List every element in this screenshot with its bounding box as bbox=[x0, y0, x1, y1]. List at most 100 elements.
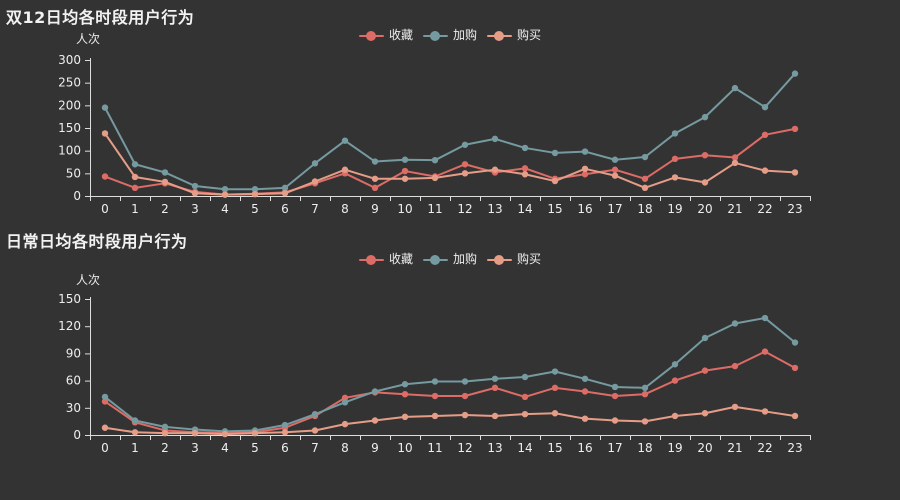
data-point[interactable] bbox=[461, 378, 469, 385]
data-point[interactable] bbox=[671, 361, 679, 368]
data-point[interactable] bbox=[401, 156, 409, 163]
data-point[interactable] bbox=[581, 148, 589, 155]
data-point[interactable] bbox=[131, 429, 139, 436]
data-point[interactable] bbox=[731, 159, 739, 167]
data-point[interactable] bbox=[431, 174, 439, 182]
data-point[interactable] bbox=[491, 135, 499, 143]
data-point[interactable] bbox=[731, 362, 739, 370]
data-point[interactable] bbox=[311, 410, 319, 418]
data-point[interactable] bbox=[791, 339, 799, 346]
legend-item-addcart[interactable]: 加购 bbox=[422, 29, 477, 42]
data-point[interactable] bbox=[101, 104, 109, 111]
data-point[interactable] bbox=[221, 191, 229, 198]
data-point[interactable] bbox=[761, 408, 769, 415]
data-point[interactable] bbox=[161, 178, 169, 186]
data-point[interactable] bbox=[371, 175, 379, 182]
data-point[interactable] bbox=[791, 364, 799, 372]
data-point[interactable] bbox=[551, 149, 559, 157]
data-point[interactable] bbox=[101, 424, 109, 431]
data-point[interactable] bbox=[551, 177, 559, 185]
data-point[interactable] bbox=[371, 158, 379, 165]
data-point[interactable] bbox=[311, 160, 319, 167]
data-point[interactable] bbox=[461, 161, 469, 168]
data-point[interactable] bbox=[521, 144, 529, 152]
data-point[interactable] bbox=[191, 190, 199, 197]
data-point[interactable] bbox=[341, 137, 349, 144]
data-point[interactable] bbox=[431, 378, 439, 385]
data-point[interactable] bbox=[461, 392, 469, 400]
data-point[interactable] bbox=[461, 170, 469, 177]
data-point[interactable] bbox=[611, 392, 619, 400]
data-point[interactable] bbox=[611, 166, 619, 173]
legend-item-favorite[interactable]: 收藏 bbox=[358, 29, 413, 42]
data-point[interactable] bbox=[341, 166, 349, 173]
data-point[interactable] bbox=[371, 417, 379, 424]
data-point[interactable] bbox=[611, 383, 619, 391]
data-point[interactable] bbox=[611, 156, 619, 163]
legend-item-purchase[interactable]: 购买 bbox=[487, 29, 541, 42]
data-point[interactable] bbox=[131, 184, 139, 192]
legend-item-purchase[interactable]: 购买 bbox=[487, 253, 541, 266]
data-point[interactable] bbox=[791, 70, 799, 77]
data-point[interactable] bbox=[761, 131, 769, 138]
data-point[interactable] bbox=[551, 384, 559, 392]
data-point[interactable] bbox=[761, 167, 769, 174]
data-point[interactable] bbox=[701, 113, 709, 121]
data-point[interactable] bbox=[491, 375, 499, 382]
data-point[interactable] bbox=[641, 184, 649, 192]
data-point[interactable] bbox=[431, 156, 439, 164]
data-point[interactable] bbox=[671, 155, 679, 163]
data-point[interactable] bbox=[131, 161, 139, 168]
data-point[interactable] bbox=[101, 393, 109, 401]
data-point[interactable] bbox=[251, 429, 259, 437]
data-point[interactable] bbox=[521, 373, 529, 381]
data-point[interactable] bbox=[281, 421, 289, 429]
data-point[interactable] bbox=[581, 388, 589, 395]
data-point[interactable] bbox=[341, 394, 349, 402]
data-point[interactable] bbox=[401, 175, 409, 182]
data-point[interactable] bbox=[281, 184, 289, 192]
data-point[interactable] bbox=[671, 412, 679, 420]
data-point[interactable] bbox=[131, 417, 139, 424]
data-point[interactable] bbox=[281, 429, 289, 436]
data-point[interactable] bbox=[431, 412, 439, 420]
data-point[interactable] bbox=[521, 393, 529, 401]
data-point[interactable] bbox=[491, 166, 499, 173]
data-point[interactable] bbox=[791, 125, 799, 133]
data-point[interactable] bbox=[641, 391, 649, 398]
data-point[interactable] bbox=[701, 410, 709, 417]
data-point[interactable] bbox=[761, 103, 769, 111]
data-point[interactable] bbox=[371, 388, 379, 395]
data-point[interactable] bbox=[401, 167, 409, 175]
data-point[interactable] bbox=[671, 174, 679, 181]
data-point[interactable] bbox=[191, 182, 199, 190]
data-point[interactable] bbox=[461, 411, 469, 419]
data-point[interactable] bbox=[581, 165, 589, 172]
data-point[interactable] bbox=[131, 173, 139, 181]
data-point[interactable] bbox=[221, 186, 229, 193]
data-point[interactable] bbox=[761, 314, 769, 322]
data-point[interactable] bbox=[581, 375, 589, 382]
data-point[interactable] bbox=[581, 171, 589, 178]
data-point[interactable] bbox=[461, 141, 469, 148]
data-point[interactable] bbox=[791, 169, 799, 176]
data-point[interactable] bbox=[701, 367, 709, 374]
data-point[interactable] bbox=[701, 152, 709, 159]
data-point[interactable] bbox=[731, 403, 739, 411]
data-point[interactable] bbox=[551, 410, 559, 417]
data-point[interactable] bbox=[611, 417, 619, 424]
data-point[interactable] bbox=[701, 179, 709, 186]
data-point[interactable] bbox=[401, 381, 409, 388]
data-point[interactable] bbox=[251, 190, 259, 198]
data-point[interactable] bbox=[311, 427, 319, 434]
data-point[interactable] bbox=[791, 412, 799, 420]
data-point[interactable] bbox=[401, 391, 409, 398]
data-point[interactable] bbox=[731, 154, 739, 161]
data-point[interactable] bbox=[101, 130, 109, 137]
data-point[interactable] bbox=[311, 178, 319, 185]
legend-item-addcart[interactable]: 加购 bbox=[422, 253, 477, 266]
data-point[interactable] bbox=[521, 410, 529, 418]
data-point[interactable] bbox=[551, 368, 559, 375]
legend-item-favorite[interactable]: 收藏 bbox=[358, 253, 413, 266]
